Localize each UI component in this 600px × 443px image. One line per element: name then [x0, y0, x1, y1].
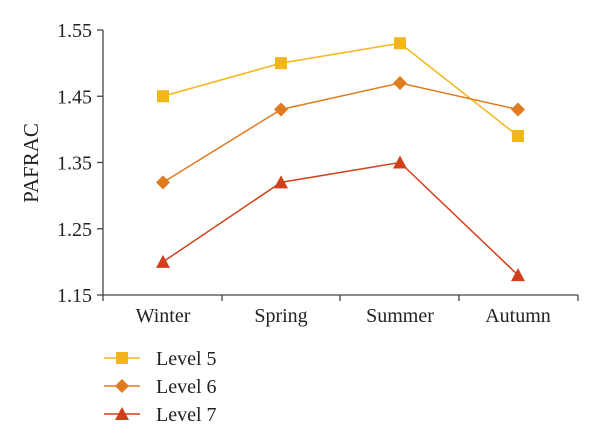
data-point	[275, 57, 287, 70]
y-axis-title: PAFRAC	[19, 123, 43, 203]
y-tick-label: 1.15	[57, 285, 92, 307]
data-point	[156, 175, 170, 190]
legend-marker	[115, 379, 129, 393]
series-3	[156, 155, 525, 282]
x-tick-label: Spring	[254, 305, 307, 327]
series-2	[156, 76, 525, 190]
data-point	[394, 37, 406, 50]
series-1	[157, 37, 524, 142]
legend-item: Level 7	[104, 404, 217, 426]
legend-label: Level 7	[156, 404, 217, 426]
legend-marker	[115, 407, 129, 420]
y-tick-label: 1.45	[57, 86, 92, 108]
y-tick-label: 1.25	[57, 219, 92, 241]
x-tick-label: Winter	[136, 305, 191, 327]
legend: Level 5 Level 6 Level 7	[104, 348, 217, 426]
axes	[97, 29, 579, 301]
legend-label: Level 6	[156, 376, 217, 398]
legend-item: Level 6	[104, 376, 217, 398]
series-group	[156, 37, 525, 282]
data-point	[511, 102, 525, 117]
legend-marker	[116, 352, 128, 364]
y-tick-label: 1.55	[57, 20, 92, 42]
series-line	[162, 42, 519, 137]
legend-label: Level 5	[156, 348, 217, 370]
series-line	[162, 82, 519, 184]
data-point	[511, 268, 525, 282]
data-point	[156, 254, 170, 268]
y-tick-label: 1.35	[57, 153, 92, 175]
y-tick-labels: 1.15 1.25 1.35 1.45 1.55	[57, 20, 92, 307]
data-point	[512, 130, 524, 142]
x-tick-labels: Winter Spring Summer Autumn	[136, 305, 551, 327]
legend-item: Level 5	[104, 348, 217, 370]
data-point	[393, 155, 407, 169]
data-point	[274, 175, 288, 189]
x-tick-label: Summer	[366, 305, 434, 327]
data-point	[274, 102, 288, 117]
series-line	[162, 161, 519, 276]
data-point	[157, 90, 169, 103]
data-point	[393, 76, 407, 90]
x-tick-label: Autumn	[485, 305, 551, 327]
